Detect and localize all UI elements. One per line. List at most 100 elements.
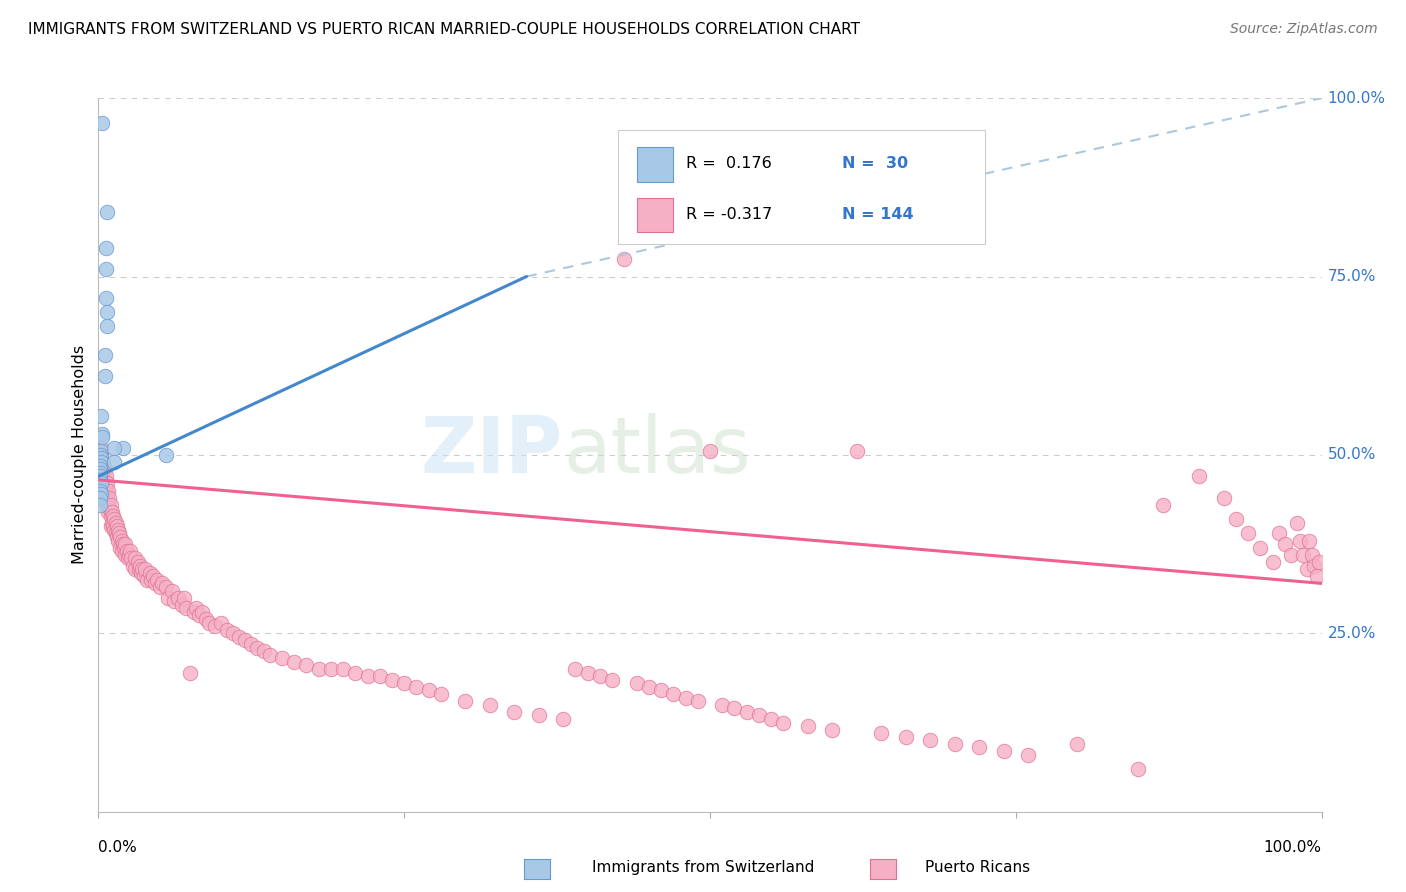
Point [187,608,209,623]
Point [176,601,198,615]
Point [90,476,112,491]
Point [233,633,256,648]
Text: Immigrants from Switzerland: Immigrants from Switzerland [592,860,814,874]
Text: N = 144: N = 144 [842,207,914,221]
Point [90,455,112,469]
Point [527,708,550,723]
Point [121,558,143,573]
Text: atlas: atlas [564,413,751,490]
Point [98,501,121,516]
Point [89,491,111,505]
Point [1298,533,1320,548]
Point [96,305,118,319]
Point [344,665,367,680]
Point [110,530,132,544]
Point [368,669,391,683]
Point [1261,555,1284,569]
Text: Puerto Ricans: Puerto Ricans [925,860,1029,874]
Point [94,480,117,494]
Point [405,680,427,694]
Point [821,723,844,737]
Point [797,719,820,733]
Point [943,737,966,751]
Point [1292,548,1315,562]
Point [89,448,111,462]
Point [96,205,118,219]
Point [157,591,180,605]
Point [735,705,758,719]
Point [93,462,115,476]
Point [1237,526,1260,541]
Point [503,705,526,719]
Point [115,544,138,558]
Point [103,512,125,526]
Point [240,637,263,651]
Point [637,680,661,694]
Point [381,673,404,687]
Point [105,530,128,544]
Point [91,455,114,469]
Point [204,619,226,633]
Point [600,673,623,687]
Point [93,348,115,362]
Point [93,369,115,384]
Point [1212,491,1234,505]
Point [1279,548,1302,562]
Point [124,551,146,566]
Point [89,483,111,498]
Point [1152,498,1174,512]
Point [107,523,129,537]
Point [94,241,117,255]
Point [167,591,190,605]
Point [90,448,112,462]
Point [1128,762,1150,776]
Point [1268,526,1291,541]
Point [993,744,1015,758]
Point [90,409,112,423]
Point [179,665,201,680]
Point [96,319,118,334]
Point [173,591,195,605]
Point [103,523,125,537]
Point [662,687,685,701]
Point [356,669,378,683]
Text: 50.0%: 50.0% [1327,448,1376,462]
Point [93,483,115,498]
Point [845,444,868,458]
Text: N =  30: N = 30 [842,156,908,171]
Point [1017,747,1039,762]
Point [90,451,112,466]
Point [97,494,120,508]
Point [108,526,131,541]
Point [100,508,122,523]
Point [155,448,177,462]
Point [89,451,111,466]
Point [127,555,149,569]
FancyBboxPatch shape [619,130,986,244]
Point [772,715,794,730]
Point [96,498,118,512]
Point [228,630,250,644]
Point [90,487,112,501]
Point [589,669,612,683]
Point [90,455,112,469]
Point [675,690,697,705]
Point [112,541,135,555]
Text: 100.0%: 100.0% [1327,91,1386,105]
Point [222,626,245,640]
Point [89,466,111,480]
Point [699,444,721,458]
Point [101,516,124,530]
Point [418,683,440,698]
Point [748,708,770,723]
Point [1188,469,1211,483]
Text: 0.0%: 0.0% [98,840,138,855]
Point [1286,516,1309,530]
Point [155,580,177,594]
Point [94,491,117,505]
Text: ZIP: ZIP [420,413,564,490]
Point [283,655,305,669]
Point [129,566,152,580]
Point [96,476,118,491]
Point [454,694,477,708]
